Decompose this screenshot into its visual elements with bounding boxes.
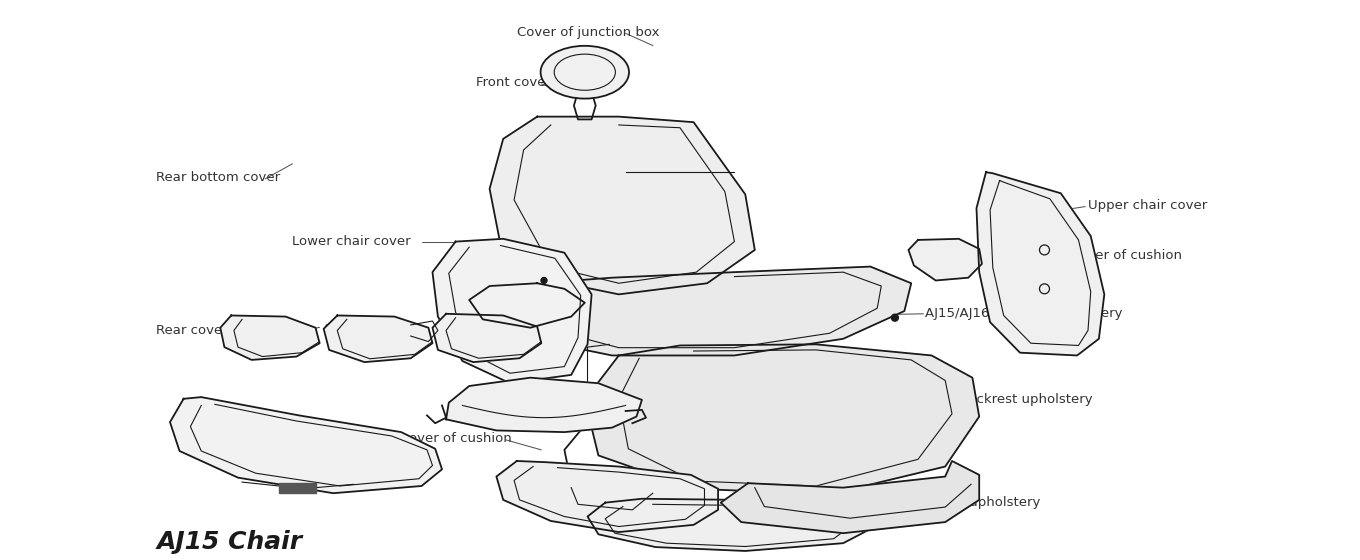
Text: Lower chair cover: Lower chair cover — [292, 235, 411, 248]
Polygon shape — [503, 267, 911, 356]
Polygon shape — [496, 461, 718, 532]
Polygon shape — [721, 461, 979, 533]
Text: Rear bottom cover: Rear bottom cover — [156, 171, 280, 184]
Ellipse shape — [540, 46, 628, 99]
Polygon shape — [432, 314, 541, 362]
Polygon shape — [588, 499, 868, 551]
Circle shape — [891, 314, 899, 321]
Text: AJ15 Backrest upholstery: AJ15 Backrest upholstery — [925, 393, 1092, 407]
Text: Rear cover of cushion: Rear cover of cushion — [367, 432, 511, 445]
Text: For swing chair: For swing chair — [449, 324, 549, 337]
Text: Front cover of cushion: Front cover of cushion — [1034, 249, 1182, 262]
Text: For fixed chair: For fixed chair — [299, 324, 394, 337]
Polygon shape — [908, 239, 982, 281]
Polygon shape — [432, 239, 592, 383]
Polygon shape — [324, 315, 432, 362]
Text: Rear cover: Rear cover — [156, 324, 228, 337]
Text: Front cover: Front cover — [476, 76, 551, 88]
Polygon shape — [490, 116, 755, 295]
Text: Cover of junction box: Cover of junction box — [517, 26, 660, 39]
Text: Upper chair cover: Upper chair cover — [1088, 199, 1208, 212]
Polygon shape — [170, 397, 442, 493]
Polygon shape — [279, 483, 316, 493]
Text: AJ15/AJ16 Cushion upholstery: AJ15/AJ16 Cushion upholstery — [925, 307, 1122, 320]
Text: AJ15/AJ16 Headrest upholstery: AJ15/AJ16 Headrest upholstery — [836, 496, 1040, 509]
Circle shape — [541, 278, 547, 283]
Text: AJ15 Chair: AJ15 Chair — [156, 530, 302, 554]
Polygon shape — [976, 172, 1104, 356]
Polygon shape — [220, 315, 320, 360]
Polygon shape — [585, 344, 979, 494]
Polygon shape — [446, 377, 642, 432]
